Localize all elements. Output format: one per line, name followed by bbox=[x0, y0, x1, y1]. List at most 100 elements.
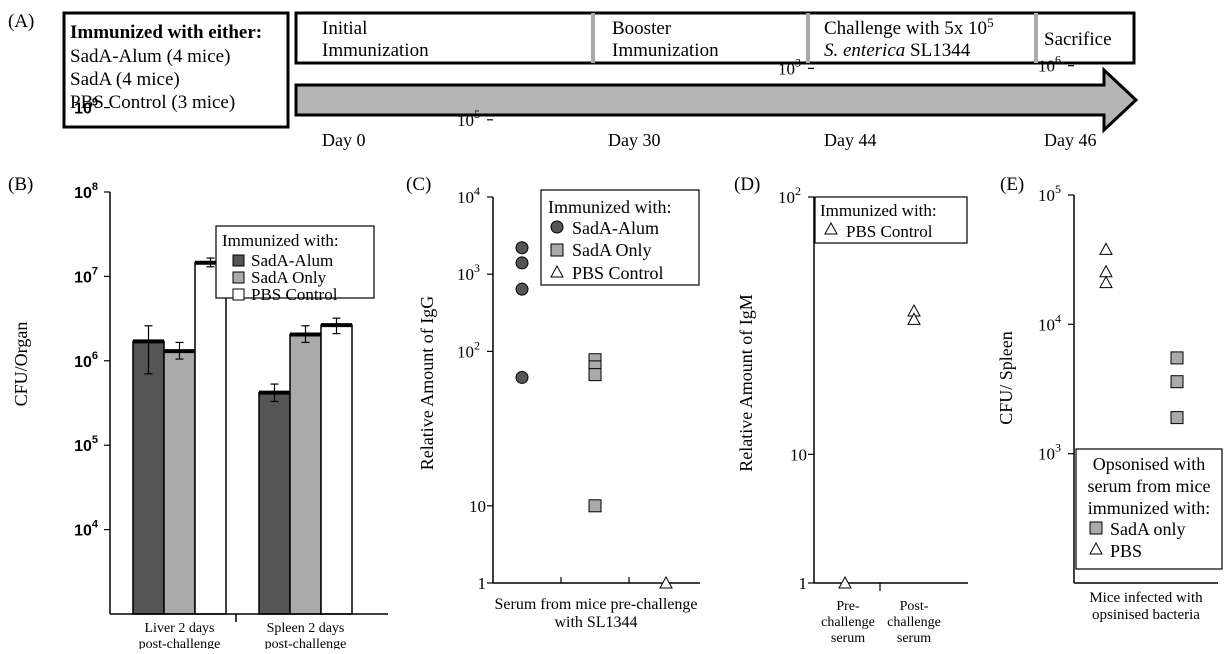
c-point-triangle-0 bbox=[659, 575, 673, 589]
c-legend-marker-sada-only bbox=[550, 243, 564, 257]
b-legend-sada-only: SadA Only bbox=[251, 268, 327, 287]
bar-sada-only-1 bbox=[289, 333, 322, 615]
ytick-label-5: 109 bbox=[74, 97, 98, 118]
ytick-label-0: 1 bbox=[478, 574, 487, 593]
stage-initial-2: Immunization bbox=[322, 40, 429, 61]
panel-d: (D) Relative Amount of IgM 1 10 102 103 Pre… bbox=[734, 55, 968, 646]
b-xlabel-0-1: post-challenge bbox=[139, 637, 221, 649]
b-legend-sada-alum: SadA-Alum bbox=[251, 251, 333, 270]
ytick-label-2: 102 bbox=[778, 184, 801, 207]
stage-bar bbox=[294, 11, 1136, 65]
d-legend-pbs: PBS Control bbox=[846, 222, 933, 241]
d-ylabel: Relative Amount of IgM bbox=[736, 294, 756, 471]
c-ylabel: Relative Amount of IgG bbox=[417, 296, 437, 470]
d-xlabel-0-0: Pre- bbox=[836, 599, 860, 614]
d-point-post-1 bbox=[907, 312, 921, 325]
b-legend: Immunized with: SadA-Alum SadA Only PBS … bbox=[215, 225, 375, 304]
panel-label-b: (B) bbox=[8, 174, 33, 195]
group-legend-title: Immunized with either: bbox=[70, 22, 262, 43]
panel-label-d: (D) bbox=[734, 174, 760, 195]
bar-pbs-control-1 bbox=[320, 324, 353, 615]
ytick-label-2: 102 bbox=[457, 338, 480, 361]
b-xlabel-1-0: Spleen 2 days bbox=[267, 621, 345, 636]
day-44: Day 44 bbox=[824, 130, 877, 150]
e-ylabel: CFU/ Spleen bbox=[996, 331, 1016, 425]
e-legend: Opsonised with serum from mice immunized… bbox=[1075, 448, 1223, 570]
d-xlabel-0-1: challenge bbox=[821, 615, 875, 630]
panel-label-e: (E) bbox=[1000, 174, 1024, 195]
e-legend-title-3: immunized with: bbox=[1088, 498, 1210, 518]
d-points bbox=[838, 303, 921, 589]
c-legend-marker-sada-alum bbox=[550, 220, 564, 234]
e-xlabel-1: Mice infected with bbox=[1089, 590, 1203, 606]
e-legend-marker-pbs bbox=[1089, 541, 1103, 555]
group-pbs: PBS Control (3 mice) bbox=[70, 92, 235, 113]
c-yticks: 1 10 102 103 104 105 bbox=[457, 107, 493, 593]
timeline-arrow bbox=[294, 66, 1139, 134]
c-point-circle-1 bbox=[515, 256, 529, 270]
c-point-square-3 bbox=[588, 499, 602, 513]
stage-initial-1: Initial bbox=[322, 18, 367, 39]
d-legend: Immunized with: PBS Control bbox=[814, 196, 968, 244]
ytick-label-1: 10 bbox=[469, 497, 486, 516]
ytick-label-0: 104 bbox=[74, 519, 99, 540]
b-legend-swatch-pbs bbox=[232, 288, 245, 301]
ytick-label-2: 106 bbox=[74, 350, 98, 371]
ytick-label-1: 105 bbox=[74, 434, 98, 455]
b-bars bbox=[132, 257, 353, 615]
ytick-label-4: 104 bbox=[457, 184, 480, 207]
c-point-circle-0 bbox=[515, 241, 529, 255]
c-legend-box bbox=[540, 189, 700, 286]
ytick-label-0: 103 bbox=[1038, 441, 1061, 464]
ytick-label-4: 108 bbox=[74, 181, 98, 202]
c-legend: Immunized with: SadA-Alum SadA Only PBS … bbox=[540, 189, 700, 286]
stage-challenge-2: S. enterica SL1344 bbox=[824, 40, 971, 61]
c-xlabel-2: with SL1344 bbox=[554, 614, 637, 631]
e-legend-box bbox=[1075, 448, 1223, 570]
b-ylabel: CFU/Organ bbox=[11, 322, 31, 407]
e-point-square-1 bbox=[1170, 375, 1184, 389]
e-points bbox=[1099, 242, 1184, 425]
c-point-circle-3 bbox=[515, 370, 529, 384]
d-xlabel-1-2: serum bbox=[897, 631, 931, 646]
ytick-label-3: 106 bbox=[1038, 53, 1061, 76]
d-point-pre-0 bbox=[838, 575, 852, 589]
d-legend-title: Immunized with: bbox=[820, 201, 937, 220]
c-legend-marker-pbs bbox=[550, 264, 564, 278]
group-legend-box bbox=[62, 11, 290, 129]
panel-label-c: (C) bbox=[406, 174, 431, 195]
e-legend-pbs: PBS bbox=[1110, 541, 1142, 561]
bar-pbs-control-0 bbox=[194, 262, 227, 615]
stage-booster-2: Immunization bbox=[612, 40, 719, 61]
ytick-label-1: 10 bbox=[790, 445, 807, 464]
d-legend-marker-pbs bbox=[824, 221, 838, 235]
e-legend-title-1: Opsonised with bbox=[1093, 454, 1206, 474]
panel-b: (B) CFU/Organ 104 105 106 107 108 109 Liver 2… bbox=[8, 97, 388, 652]
e-point-square-2 bbox=[1170, 411, 1184, 425]
panel-label-a: (A) bbox=[8, 11, 34, 32]
c-point-circle-2 bbox=[515, 282, 529, 296]
e-point-triangle-1 bbox=[1099, 264, 1113, 278]
group-sada-alum: SadA-Alum (4 mice) bbox=[70, 46, 230, 67]
day-0: Day 0 bbox=[322, 130, 366, 150]
d-xlabel-1-1: challenge bbox=[887, 615, 941, 630]
d-yticks: 1 10 102 103 bbox=[778, 55, 814, 593]
b-xlabel-1-1: post-challenge bbox=[265, 637, 347, 649]
b-xlabel-0-0: Liver 2 days bbox=[145, 621, 215, 636]
b-yticks: 104 105 106 107 108 109 bbox=[74, 97, 110, 540]
c-legend-title: Immunized with: bbox=[548, 197, 671, 217]
ytick-label-3: 103 bbox=[778, 55, 801, 78]
ytick-label-3: 107 bbox=[74, 265, 98, 286]
ytick-label-3: 103 bbox=[457, 261, 480, 284]
d-legend-box bbox=[814, 196, 968, 244]
ytick-label-2: 105 bbox=[1038, 182, 1061, 205]
c-legend-pbs: PBS Control bbox=[572, 263, 664, 283]
panel-e: (E) CFU/ Spleen 103 104 105 106 Mice infect… bbox=[996, 53, 1223, 623]
e-legend-marker-sada-only bbox=[1089, 521, 1103, 535]
b-legend-swatch-sada-only bbox=[232, 271, 245, 284]
c-legend-sada-alum: SadA-Alum bbox=[572, 218, 659, 238]
e-legend-sada-only: SadA only bbox=[1110, 519, 1186, 539]
